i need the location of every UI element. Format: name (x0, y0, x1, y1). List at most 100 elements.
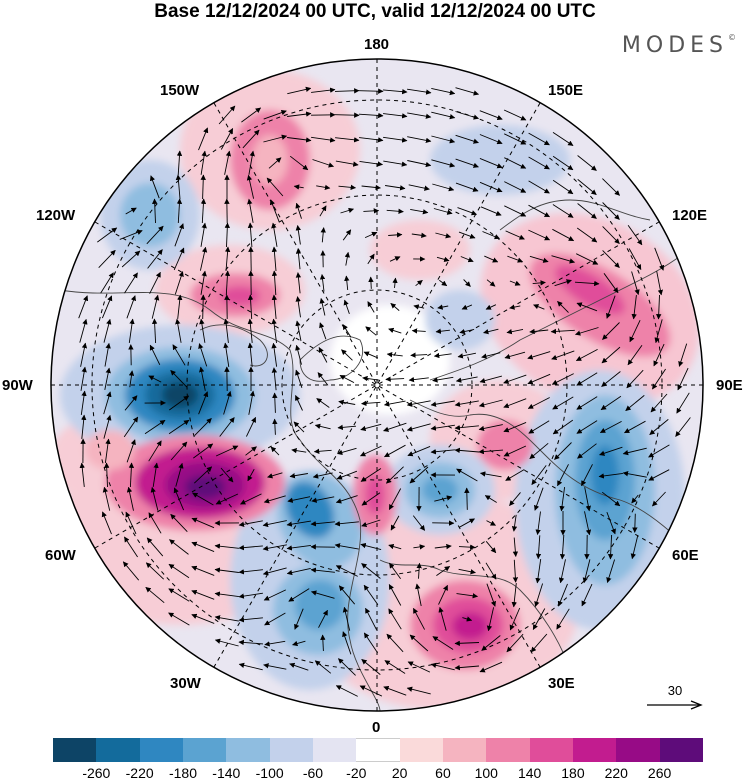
wind-vector (505, 469, 525, 481)
colorbar-segment (139, 738, 184, 762)
wind-vector (458, 544, 476, 550)
wind-vector (269, 199, 280, 223)
wind-vector (168, 563, 190, 579)
wind-vector (479, 661, 503, 673)
wind-vector (464, 487, 470, 510)
wind-vector (383, 400, 406, 407)
wind-vector (175, 174, 182, 200)
wind-vector (80, 390, 87, 415)
wind-vector (386, 466, 404, 484)
lon-label-90w: 90W (2, 377, 33, 394)
wind-vector (535, 511, 541, 536)
wind-vector (267, 472, 283, 479)
wind-vector (295, 272, 302, 294)
wind-vector (335, 565, 358, 577)
wind-vector (406, 423, 431, 432)
wind-vector (602, 250, 620, 268)
wind-vector (407, 160, 432, 168)
wind-vector (193, 466, 213, 484)
wind-vector (432, 636, 454, 650)
wind-vector (125, 207, 137, 215)
wind-vector (119, 229, 143, 240)
wind-vector (263, 110, 287, 120)
wind-vector (124, 536, 138, 558)
wind-vector (481, 352, 501, 359)
wind-vector (338, 184, 357, 191)
wind-vector (577, 155, 597, 171)
wind-vector (407, 88, 432, 95)
wind-vector (148, 512, 162, 534)
wind-vector (485, 562, 497, 580)
wind-vector (432, 376, 454, 383)
wind-vector (606, 295, 616, 319)
colorbar-segment (269, 738, 314, 762)
wind-vector (295, 202, 302, 219)
wind-vector (584, 487, 592, 512)
wind-vector (656, 294, 662, 320)
wind-vector (602, 178, 620, 196)
wind-vector (529, 255, 549, 263)
wind-vector (200, 198, 207, 224)
wind-vector (126, 486, 134, 511)
wind-vector (622, 471, 647, 478)
wind-vector (198, 127, 209, 151)
wind-vector (334, 543, 359, 550)
wind-vector (631, 271, 640, 296)
wind-vector (456, 468, 478, 482)
wind-vector (460, 256, 474, 263)
wind-vector (144, 419, 166, 435)
wind-vector (484, 255, 499, 263)
wind-vector (238, 569, 263, 575)
wind-vector (318, 609, 328, 628)
wind-vector (150, 486, 159, 511)
colorbar-segment (442, 738, 487, 762)
wind-vector (431, 87, 456, 96)
wind-vector (389, 256, 401, 262)
wind-vector (551, 350, 575, 360)
lon-label-120e: 120E (672, 207, 708, 224)
wind-vector (363, 351, 379, 359)
wind-vector (606, 511, 616, 535)
wind-vector (170, 441, 188, 461)
wind-vector (527, 373, 551, 385)
wind-vector (224, 246, 231, 272)
wind-vector (192, 492, 214, 506)
wind-vector (272, 392, 278, 413)
page-title: Base 12/12/2024 00 UTC, valid 12/12/2024… (154, 1, 596, 22)
wind-vector (312, 159, 335, 168)
wind-vector (479, 157, 503, 169)
wind-vector (454, 447, 480, 454)
wind-vector (293, 184, 304, 190)
wind-vector (534, 583, 544, 608)
wind-vector (461, 304, 473, 310)
wind-vector (295, 344, 302, 365)
wind-vector (455, 134, 479, 144)
wind-vector (459, 518, 475, 528)
wind-vector (319, 273, 326, 292)
wind-vector (263, 134, 288, 143)
wind-vector (338, 585, 356, 605)
colorbar-segment (182, 738, 227, 762)
wind-vector (175, 318, 182, 343)
wind-vector (121, 250, 141, 268)
wind-vector (388, 584, 402, 606)
wind-vector (602, 202, 620, 220)
wind-vector (367, 253, 375, 265)
wind-vector (577, 179, 597, 195)
wind-vector (238, 662, 263, 671)
wind-vector (335, 685, 358, 697)
wind-vector (557, 583, 568, 607)
lon-label-60e: 60E (672, 547, 699, 564)
wind-vector (600, 395, 622, 411)
wind-vector (263, 589, 286, 601)
wind-vector (169, 395, 190, 411)
wind-vector (412, 515, 426, 531)
wind-vector (484, 495, 497, 503)
wind-vector (314, 423, 331, 430)
wind-vector (528, 180, 550, 194)
wind-vector (286, 544, 311, 551)
wind-vector (168, 612, 190, 626)
wind-vector (317, 372, 329, 386)
wind-vector (363, 632, 379, 654)
wind-vector (454, 640, 480, 646)
